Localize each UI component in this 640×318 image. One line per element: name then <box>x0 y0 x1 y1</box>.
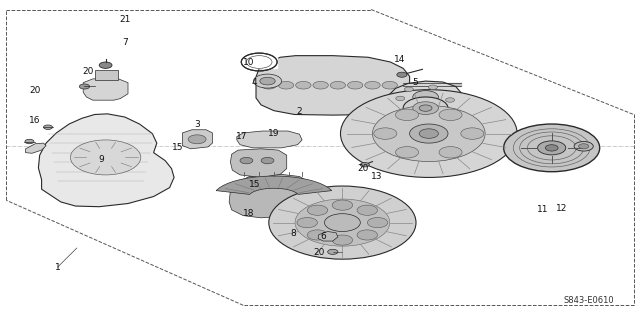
Text: 7: 7 <box>122 38 127 47</box>
Circle shape <box>357 205 378 215</box>
Circle shape <box>99 62 112 68</box>
Circle shape <box>410 124 448 143</box>
Circle shape <box>261 81 276 89</box>
Circle shape <box>408 104 417 108</box>
Text: 4: 4 <box>252 78 257 87</box>
Circle shape <box>295 199 390 246</box>
Circle shape <box>396 96 404 101</box>
Text: 2: 2 <box>297 107 302 116</box>
Circle shape <box>360 162 369 167</box>
Text: 16: 16 <box>29 116 41 125</box>
Polygon shape <box>26 143 46 153</box>
Circle shape <box>253 74 282 88</box>
Polygon shape <box>38 114 174 207</box>
Polygon shape <box>216 176 332 194</box>
Circle shape <box>348 81 363 89</box>
Circle shape <box>397 72 407 77</box>
Text: 5: 5 <box>412 78 417 86</box>
Circle shape <box>579 144 589 149</box>
Circle shape <box>439 147 462 158</box>
Circle shape <box>538 141 566 155</box>
Circle shape <box>545 145 558 151</box>
Circle shape <box>70 140 141 175</box>
Circle shape <box>445 98 454 102</box>
Circle shape <box>574 142 593 151</box>
Circle shape <box>25 139 34 144</box>
Polygon shape <box>182 130 212 149</box>
Text: 13: 13 <box>371 172 382 181</box>
Text: 18: 18 <box>243 209 254 218</box>
Polygon shape <box>230 149 287 177</box>
Polygon shape <box>318 232 338 241</box>
Circle shape <box>332 200 353 210</box>
Text: 1: 1 <box>55 263 60 272</box>
Circle shape <box>188 135 206 144</box>
Circle shape <box>430 104 439 109</box>
Text: 19: 19 <box>268 129 280 138</box>
Circle shape <box>328 249 338 254</box>
Circle shape <box>261 157 274 164</box>
Circle shape <box>396 147 419 158</box>
Text: S843-E0610: S843-E0610 <box>564 296 614 305</box>
Circle shape <box>461 128 484 139</box>
Circle shape <box>372 106 485 162</box>
Text: 12: 12 <box>556 204 568 213</box>
Circle shape <box>357 230 378 240</box>
Text: 21: 21 <box>119 15 131 24</box>
Polygon shape <box>241 56 277 68</box>
Circle shape <box>367 218 388 228</box>
Polygon shape <box>229 174 314 218</box>
Circle shape <box>340 90 517 177</box>
Circle shape <box>260 77 275 85</box>
Circle shape <box>396 109 419 121</box>
Text: 6: 6 <box>321 232 326 241</box>
Polygon shape <box>83 79 128 100</box>
Circle shape <box>332 235 353 245</box>
Circle shape <box>419 105 432 111</box>
Circle shape <box>324 214 360 232</box>
Circle shape <box>413 102 438 114</box>
Text: 8: 8 <box>291 229 296 238</box>
Text: 3: 3 <box>195 120 200 128</box>
Circle shape <box>278 81 294 89</box>
Text: 20: 20 <box>83 67 94 76</box>
Circle shape <box>307 230 328 240</box>
Circle shape <box>240 157 253 164</box>
Text: 10: 10 <box>243 58 254 66</box>
Circle shape <box>413 91 438 103</box>
Circle shape <box>403 97 448 119</box>
Circle shape <box>307 205 328 215</box>
Circle shape <box>365 81 380 89</box>
Circle shape <box>428 85 437 89</box>
Circle shape <box>297 218 317 228</box>
Circle shape <box>269 186 416 259</box>
Circle shape <box>313 81 328 89</box>
Circle shape <box>330 81 346 89</box>
Text: 20: 20 <box>313 248 324 257</box>
Polygon shape <box>95 70 118 80</box>
Text: 9: 9 <box>99 155 104 163</box>
Polygon shape <box>237 131 302 148</box>
Circle shape <box>374 128 397 139</box>
Circle shape <box>404 87 413 92</box>
Text: 20: 20 <box>29 86 41 95</box>
Circle shape <box>296 81 311 89</box>
Text: 15: 15 <box>249 180 260 189</box>
Text: 20: 20 <box>358 164 369 173</box>
Circle shape <box>504 124 600 172</box>
Text: 15: 15 <box>172 143 184 152</box>
Text: 14: 14 <box>394 55 406 64</box>
Circle shape <box>382 81 397 89</box>
Circle shape <box>419 129 438 138</box>
Text: 17: 17 <box>236 132 248 141</box>
Circle shape <box>79 84 90 89</box>
Polygon shape <box>389 81 462 111</box>
Circle shape <box>44 125 52 129</box>
Polygon shape <box>256 56 410 115</box>
Text: 11: 11 <box>537 205 548 214</box>
Circle shape <box>439 109 462 121</box>
